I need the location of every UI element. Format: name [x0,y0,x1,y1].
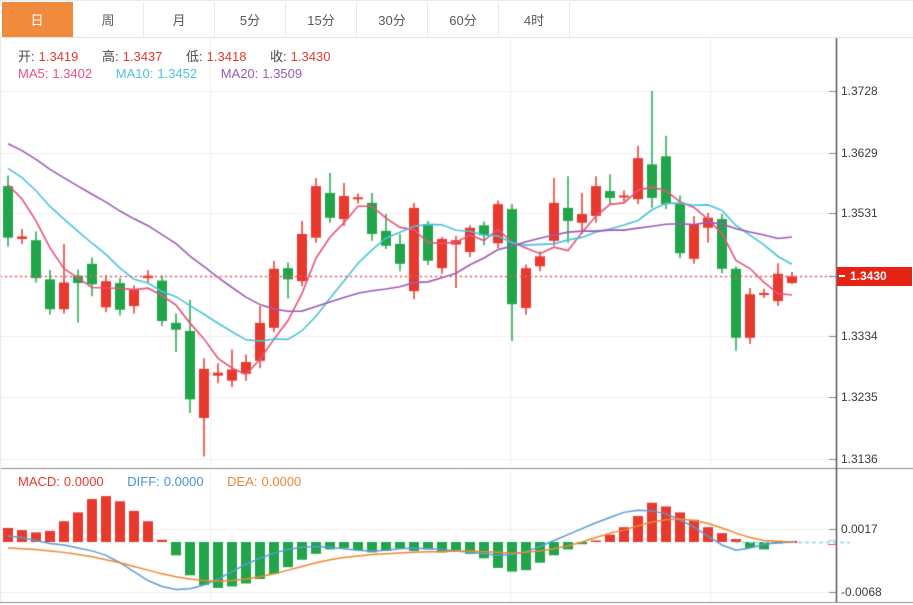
low-value: 1.3418 [206,49,247,64]
dea-value: 0.0000 [261,474,302,489]
tab-timeframe-5[interactable]: 30分 [357,2,428,37]
tabbar-underline [0,37,913,38]
macd-value: 0.0000 [63,474,104,489]
tab-timeframe-7[interactable]: 4时 [499,2,570,37]
price-axis-label-0: 1.3728 [841,84,878,98]
macd-label: MACD: [18,474,60,489]
price-axis-label-2: 1.3531 [841,206,878,221]
ma-readout: MA5: 1.3402 MA10: 1.3452 MA20: 1.3509 [18,66,306,81]
ma20-value: 1.3509 [262,66,303,81]
macd-axis-label-1: -0.0068 [841,585,882,600]
open-value: 1.3419 [38,49,79,64]
price-axis-label-4: 1.3334 [841,328,878,343]
dea-label: DEA: [227,474,258,489]
tab-timeframe-1[interactable]: 周 [73,2,144,37]
tab-timeframe-6[interactable]: 60分 [428,2,499,37]
last-price-value: 1.3430 [850,269,887,283]
tag-tick-icon [839,274,845,277]
high-value: 1.3437 [122,49,163,64]
price-axis-label-1: 1.3629 [841,145,878,160]
diff-value: 0.0000 [163,474,204,489]
ma10-value: 1.3452 [157,66,198,81]
ma10-label: MA10: [115,66,154,81]
close-value: 1.3430 [290,49,331,64]
close-label: 收: [270,49,287,64]
open-label: 开: [18,49,35,64]
last-price-tag: 1.3430 [837,267,912,286]
price-axis-label-5: 1.3235 [841,390,878,405]
ma5-value: 1.3402 [52,66,93,81]
ma5-label: MA5: [18,66,49,81]
macd-readout: MACD: 0.0000 DIFF: 0.0000 DEA: 0.0000 [18,474,305,489]
macd-axis-label-0: 0.0017 [841,522,878,537]
ohlc-readout: 开: 1.3419 高: 1.3437 低: 1.3418 收: 1.3430 [18,46,334,65]
diff-label: DIFF: [127,474,160,489]
tab-timeframe-4[interactable]: 15分 [286,2,357,37]
tab-timeframe-3[interactable]: 5分 [215,2,286,37]
low-label: 低: [186,49,203,64]
price-axis-label-6: 1.3136 [841,452,878,466]
timeframe-tabbar: 日周月 5分 15分 30分 60分 4时 [2,2,570,37]
tab-timeframe-2[interactable]: 月 [144,2,215,37]
high-label: 高: [102,49,119,64]
tab-timeframe-0[interactable]: 日 [2,2,73,37]
ma20-label: MA20: [220,66,259,81]
